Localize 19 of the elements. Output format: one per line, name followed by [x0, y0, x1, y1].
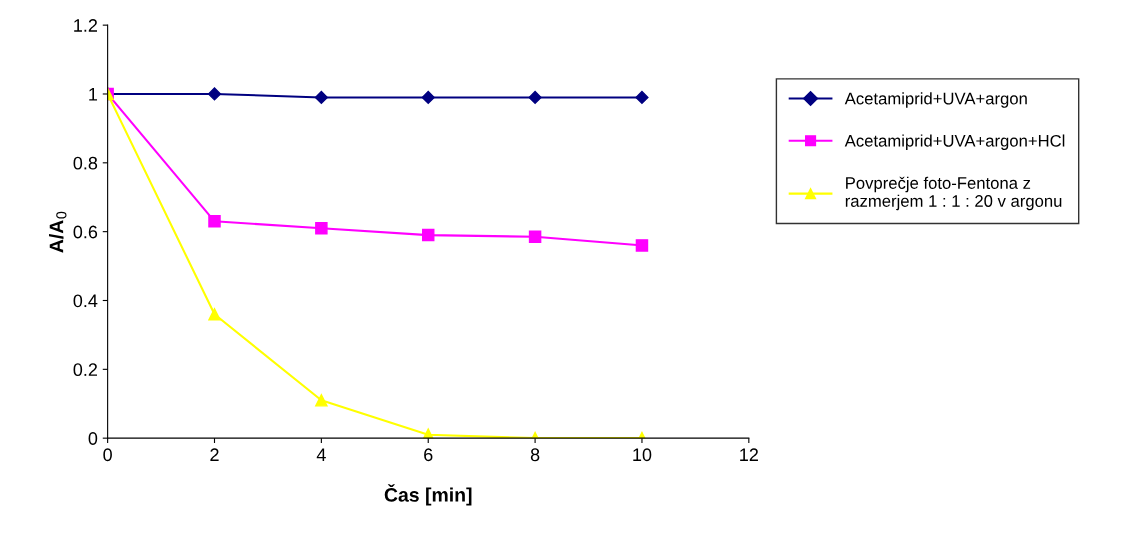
x-tick-label: 8: [530, 448, 540, 462]
y-axis-title: A/A$_{0}$: [49, 211, 67, 253]
x-tick-label: 4: [316, 448, 326, 461]
y-tick-label: 0.4: [73, 294, 98, 308]
y-tick-label: 0.2: [73, 363, 97, 377]
x-tick-label: 0: [103, 448, 112, 462]
x-tick-label: 12: [740, 448, 758, 461]
y-tick-label: 1: [89, 88, 98, 101]
x-tick-label: 2: [210, 448, 219, 461]
y-tick-label: 0.8: [73, 156, 98, 170]
x-tick-label: 6: [424, 448, 433, 462]
legend-label: Acetamiprid+UVA+argon: [844, 92, 1027, 108]
legend-label: Acetamiprid+UVA+argon+HCl: [844, 134, 1065, 150]
x-axis-title: Čas [min]: [384, 484, 472, 506]
y-tick-label: 0: [88, 432, 98, 445]
legend-label: Povprečje foto-Fentona z razmerjem 1 : 1 : 20 v argonu: [845, 176, 1062, 211]
x-tick-label: 10: [633, 448, 652, 462]
y-tick-label: 1.2: [74, 19, 97, 32]
y-tick-label: 0.6: [73, 225, 98, 239]
